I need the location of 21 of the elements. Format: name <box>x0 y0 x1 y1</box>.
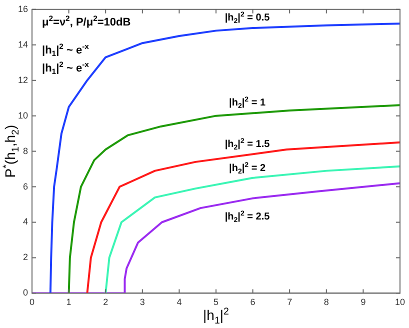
y-tick-label: 8 <box>22 146 28 156</box>
y-tick-label: 6 <box>22 181 28 192</box>
x-tick-label: 3 <box>140 297 145 308</box>
y-tick-label: 14 <box>18 39 28 50</box>
x-tick-label: 0 <box>30 297 35 308</box>
y-tick-label: 0 <box>22 288 28 298</box>
x-tick-label: 1 <box>66 297 72 308</box>
x-tick-label: 2 <box>103 297 108 308</box>
y-tick-label: 10 <box>18 110 28 120</box>
x-tick-label: 4 <box>176 297 182 308</box>
y-tick-label: 12 <box>18 74 28 85</box>
x-tick-label: 7 <box>287 297 292 308</box>
x-tick-label: 5 <box>213 297 219 308</box>
x-tick-label: 6 <box>250 297 256 308</box>
y-axis-title: P*(h1,h2) <box>1 124 22 178</box>
y-tick-label: 4 <box>22 216 28 227</box>
x-tick-label: 8 <box>324 297 329 308</box>
x-tick-label: 9 <box>360 297 366 308</box>
y-tick-label: 16 <box>18 4 28 14</box>
y-tick-label: 2 <box>22 252 28 262</box>
x-tick-label: 10 <box>394 297 405 308</box>
